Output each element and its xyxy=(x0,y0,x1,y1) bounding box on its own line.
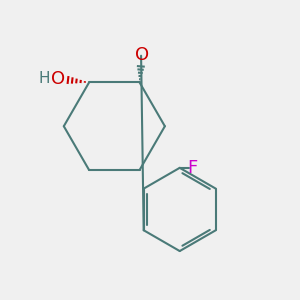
Text: F: F xyxy=(188,159,198,177)
Text: O: O xyxy=(51,70,65,88)
Text: H: H xyxy=(38,71,50,86)
Text: O: O xyxy=(135,46,149,64)
